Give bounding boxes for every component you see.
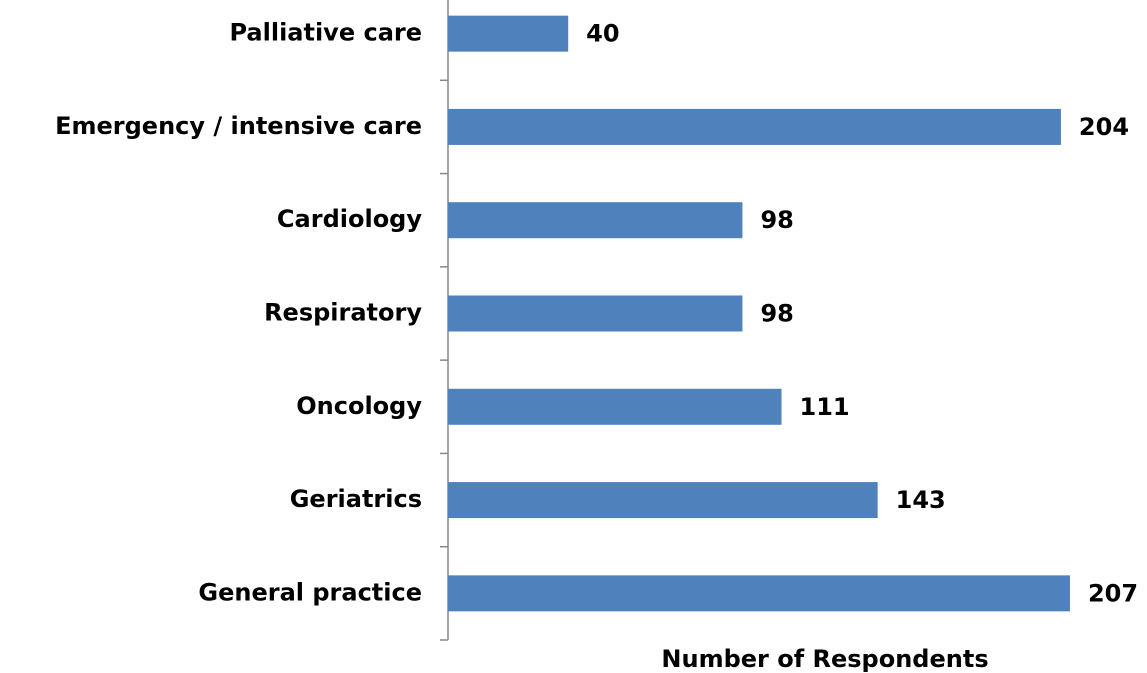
y-tick-label: Palliative care — [229, 19, 422, 47]
y-tick-label: Respiratory — [264, 299, 422, 327]
y-tick-label: Emergency / intensive care — [55, 112, 422, 140]
y-tick-label: Oncology — [296, 392, 422, 420]
bar — [448, 202, 743, 239]
bar — [448, 295, 743, 332]
x-axis-title: Number of Respondents — [661, 645, 988, 673]
value-label: 143 — [896, 486, 946, 514]
bar — [448, 108, 1061, 145]
y-tick-label: Cardiology — [277, 205, 422, 233]
bar — [448, 575, 1070, 612]
value-label: 98 — [760, 300, 793, 328]
bar — [448, 388, 782, 425]
y-tick-label: General practice — [198, 578, 422, 606]
value-label: 207 — [1088, 579, 1138, 607]
value-label: 40 — [586, 20, 619, 48]
bar — [448, 15, 569, 52]
value-label: 204 — [1079, 113, 1129, 141]
value-label: 111 — [800, 393, 850, 421]
bar — [448, 482, 878, 519]
y-tick-label: Geriatrics — [290, 485, 422, 513]
value-label: 98 — [760, 206, 793, 234]
